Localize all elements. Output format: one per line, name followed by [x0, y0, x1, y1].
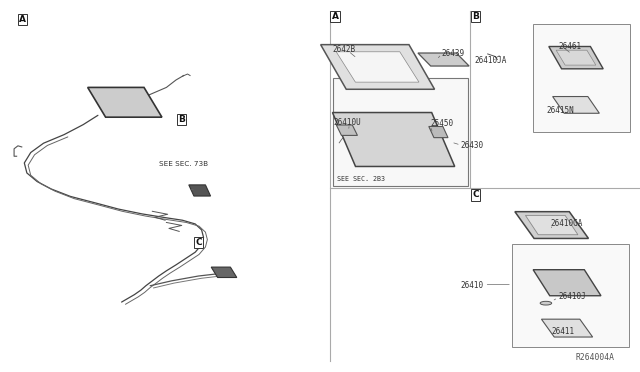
Bar	[533, 24, 630, 132]
Text: 26411: 26411	[552, 327, 575, 336]
Polygon shape	[211, 267, 237, 278]
Polygon shape	[525, 215, 578, 235]
Text: 26410J: 26410J	[558, 292, 586, 301]
Text: 26461: 26461	[558, 42, 581, 51]
Polygon shape	[541, 319, 593, 337]
Polygon shape	[429, 126, 448, 138]
Text: B: B	[472, 12, 479, 21]
Polygon shape	[533, 270, 601, 296]
Text: 26410: 26410	[460, 281, 483, 290]
Text: 2642B: 2642B	[333, 45, 356, 54]
Ellipse shape	[540, 301, 552, 305]
Polygon shape	[88, 87, 162, 117]
Text: 26415N: 26415N	[546, 106, 574, 115]
Polygon shape	[321, 45, 435, 89]
Text: 25450: 25450	[430, 119, 453, 128]
Text: SEE SEC. 2B3: SEE SEC. 2B3	[337, 176, 385, 182]
Bar	[512, 244, 629, 347]
Polygon shape	[333, 112, 455, 166]
Polygon shape	[336, 52, 419, 82]
Polygon shape	[189, 185, 211, 196]
Text: 26410GA: 26410GA	[550, 219, 583, 228]
Text: 26410JA: 26410JA	[475, 56, 508, 65]
Text: C: C	[472, 190, 479, 199]
Text: B: B	[178, 115, 185, 124]
Polygon shape	[556, 50, 596, 65]
Text: 26439: 26439	[442, 49, 465, 58]
Bar	[333, 78, 468, 186]
Text: SEE SEC. 73B: SEE SEC. 73B	[159, 161, 208, 167]
Polygon shape	[418, 53, 469, 66]
Text: 26430: 26430	[461, 141, 484, 150]
Polygon shape	[337, 125, 357, 135]
Polygon shape	[515, 212, 589, 238]
Text: C: C	[195, 238, 202, 247]
Text: R264004A: R264004A	[576, 353, 614, 362]
Text: 26410U: 26410U	[333, 118, 361, 127]
Text: A: A	[332, 12, 339, 21]
Text: A: A	[19, 15, 26, 24]
Polygon shape	[553, 97, 600, 113]
Polygon shape	[549, 46, 604, 69]
